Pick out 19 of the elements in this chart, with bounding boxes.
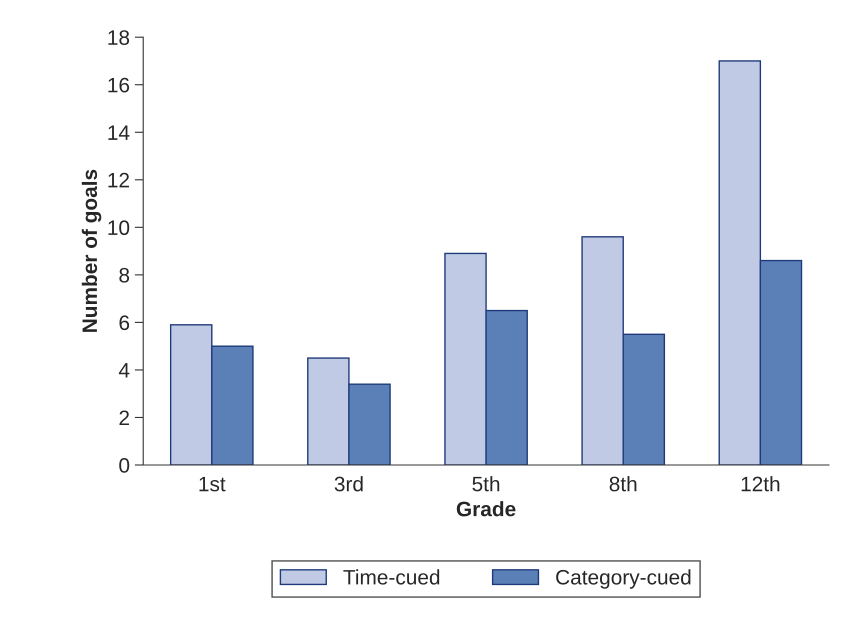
y-tick-label: 18	[108, 30, 130, 45]
y-tick-label: 6	[120, 315, 130, 330]
y-axis-title: Number of goals	[82, 170, 102, 332]
y-tick-label: 0	[119, 458, 130, 473]
x-axis-title: Grade	[456, 501, 516, 516]
y-tick-label: 10	[108, 220, 130, 236]
x-tick-label: 8th	[610, 476, 636, 492]
y-tick-label: 4	[118, 363, 130, 378]
y-tick-label: 14	[108, 125, 130, 140]
y-tick-label: 2	[119, 410, 129, 426]
x-tick-label: 1st	[199, 476, 226, 492]
y-tick-label: 8	[119, 268, 130, 283]
legend-label: Time-cued	[343, 569, 440, 585]
x-tick-label: 12th	[742, 476, 780, 492]
legend-label: Category-cued	[556, 569, 690, 589]
y-tick-label: 12	[108, 172, 129, 188]
x-tick-label: 5th	[472, 476, 500, 492]
y-tick-label: 16	[108, 78, 130, 92]
x-tick-label: 3rd	[334, 476, 363, 492]
